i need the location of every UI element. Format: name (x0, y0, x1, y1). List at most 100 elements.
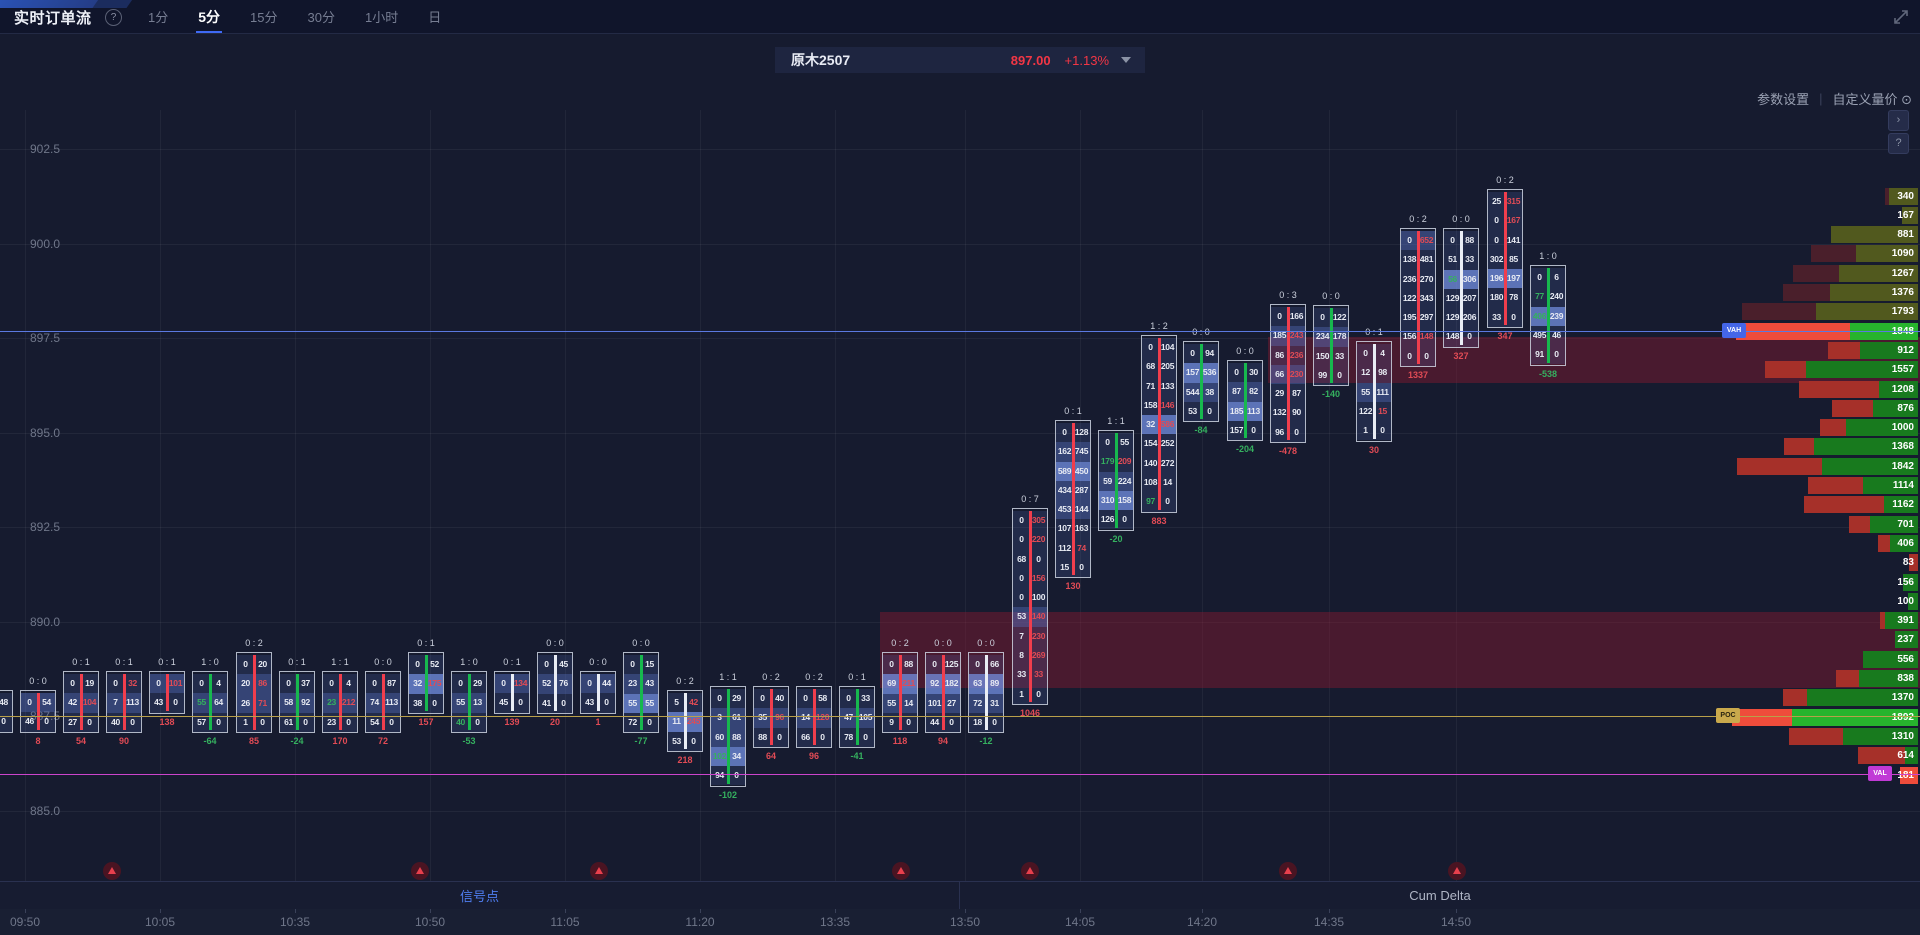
footprint-bar[interactable]: 0 101 43 0 (149, 671, 185, 714)
footprint-cell: 536 (1201, 363, 1218, 383)
settings-button[interactable]: 参数设置 (1757, 91, 1810, 107)
footprint-bar[interactable]: 0 4 55 64 57 0 (192, 671, 228, 733)
footprint-bar[interactable]: 0 4 12 98 55 111 122 15 1 0 (1356, 341, 1392, 442)
signal-marker[interactable] (1279, 862, 1297, 880)
footprint-bar[interactable]: 0 166 185 243 86 236 66 230 29 87 132 90 96 0 (1270, 304, 1306, 444)
footprint-cell: 236 (1288, 345, 1305, 365)
help-button[interactable]: ? (1888, 133, 1909, 154)
footprint-bar[interactable]: 0 29 55 13 40 0 (451, 671, 487, 733)
profile-buy-segment (1908, 592, 1918, 610)
footprint-cell: 138 (1401, 250, 1418, 270)
footprint-bar[interactable]: 0 305 0 220 68 0 0 156 0 100 53 140 7 230 8 269 33 33 1 0 (1012, 508, 1048, 705)
footprint-row: 74 113 (366, 693, 400, 713)
footprint-bar[interactable]: 0 37 58 92 61 0 (279, 671, 315, 733)
y-axis-label: 885.0 (30, 804, 61, 818)
footprint-cell: 94 (711, 766, 728, 786)
tab-5min[interactable]: 5分 (196, 0, 222, 35)
volume-profile-value: 1000 (1891, 422, 1914, 434)
footprint-bar[interactable]: 0 55 179 209 59 224 310 158 126 0 (1098, 430, 1134, 531)
bar-delta-value: 327 (1453, 350, 1469, 361)
tab-1hour[interactable]: 1小时 (364, 10, 399, 25)
footprint-bar[interactable]: 25 315 0 167 0 141 302 85 196 197 180 78 33 0 (1487, 189, 1523, 329)
footprint-cell: 589 (1056, 461, 1073, 481)
footprint-cell: 46 (21, 712, 38, 732)
signal-marker[interactable] (411, 862, 429, 880)
footprint-bar[interactable]: 0 29 3 61 60 88 102 34 94 0 (710, 686, 746, 787)
collapse-panel-button[interactable]: › (1888, 110, 1909, 131)
profile-buy-segment (1884, 612, 1918, 630)
title-help-icon[interactable]: ? (105, 9, 122, 26)
profile-sell-segment (1783, 689, 1808, 707)
tab-15min[interactable]: 15分 (250, 10, 278, 25)
volume-profile-row (1764, 361, 1918, 379)
footprint-cell: 48 (0, 693, 12, 713)
footprint-row: 14 120 (797, 708, 831, 728)
footprint-row: 101 27 (926, 693, 960, 713)
footprint-bar[interactable]: 0 32 7 113 40 0 (106, 671, 142, 733)
tab-30min[interactable]: 30分 (307, 10, 335, 25)
footprint-bar[interactable]: 0 122 234 178 150 33 99 0 (1313, 305, 1349, 387)
footprint-bar[interactable]: 0 45 52 76 41 0 (537, 652, 573, 714)
tab-day[interactable]: 日 (428, 10, 442, 25)
bar-delta-value: 20 (549, 716, 560, 727)
footprint-cell: 0 (1505, 307, 1522, 328)
footprint-bar[interactable]: 0 54 46 0 (20, 690, 56, 733)
footprint-row: 0 167 (1488, 211, 1522, 231)
footprint-cell: 0 (193, 674, 210, 694)
footprint-bar[interactable]: 0 30 87 82 185 113 157 0 (1227, 360, 1263, 442)
footprint-cell: 0 (969, 655, 986, 675)
signal-marker[interactable] (103, 862, 121, 880)
footprint-bar[interactable]: 0 87 74 113 54 0 (365, 671, 401, 733)
footprint-bar[interactable]: 0 4 23 212 23 0 (322, 671, 358, 733)
footprint-cell: 74 (1073, 538, 1090, 559)
candle-direction-line (683, 693, 687, 749)
price-zone (880, 612, 1920, 688)
signal-marker[interactable] (1448, 862, 1466, 880)
footprint-bar[interactable]: 5 42 11 245 53 0 (667, 690, 703, 752)
footprint-bar[interactable]: 0 88 69 211 55 14 9 0 (882, 652, 918, 734)
footprint-bar[interactable]: 0 66 63 89 72 31 18 0 (968, 652, 1004, 734)
profile-buy-segment (1888, 187, 1918, 205)
fullscreen-expand-icon[interactable] (1892, 8, 1910, 26)
footprint-cell: 125 (943, 655, 960, 675)
footprint-bar[interactable]: 0 20 20 86 26 71 1 0 (236, 652, 272, 734)
footprint-bar[interactable]: 0 6 77 240 406 239 495 46 91 0 (1530, 265, 1566, 366)
footprint-bar[interactable]: 0 52 32 175 38 0 (408, 652, 444, 714)
vertical-gridline (965, 110, 966, 881)
footprint-row: 0 29 (711, 689, 745, 709)
candle-direction-line (1243, 363, 1247, 439)
footprint-bar[interactable]: 0 104 68 205 71 133 158 146 32 586 154 252 140 272 108… (1141, 335, 1177, 513)
signal-marker[interactable] (892, 862, 910, 880)
footprint-bar[interactable]: 0 44 43 0 (580, 671, 616, 714)
footprint-bar[interactable]: 048270 (0, 690, 13, 733)
custom-volume-price-button[interactable]: 自定义量价 ⊙ (1832, 91, 1912, 107)
chart-toolbar: 参数设置 | 自定义量价 ⊙ (1757, 88, 1912, 108)
footprint-bar[interactable]: 0 19 42 104 27 0 (63, 671, 99, 733)
profile-buy-segment (1872, 399, 1918, 417)
cum-delta-panel-header[interactable]: Cum Delta (960, 882, 1920, 909)
footprint-bar[interactable]: 0 125 92 182 101 27 44 0 (925, 652, 961, 734)
footprint-bar[interactable]: 0 88 51 33 56 306 129 207 129 206 148 0 (1443, 228, 1479, 348)
footprint-cell: 133 (1159, 376, 1176, 396)
footprint-imbalance-header: 0 : 2 (245, 638, 263, 648)
footprint-bar[interactable]: 0 94 157 536 544 38 53 0 (1183, 341, 1219, 423)
footprint-bar[interactable]: 0 15 23 43 55 55 72 0 (623, 652, 659, 734)
instrument-selector[interactable]: 原木2507 897.00 +1.13% (775, 47, 1145, 73)
footprint-bar[interactable]: 0 33 47 105 78 0 (839, 686, 875, 748)
footprint-bar[interactable]: 0 128 162 745 589 450 434 287 453 144 107 163 112 74 1… (1055, 420, 1091, 579)
volume-profile-row (1835, 670, 1918, 687)
signal-marker[interactable] (1021, 862, 1039, 880)
time-axis[interactable]: 09:50 10:05 10:35 10:50 11:05 11:20 13:35 13:50… (0, 909, 1920, 935)
footprint-bar[interactable]: 0 652 138 481 236 270 122 343 195 297 156 148 0 0 (1400, 228, 1436, 368)
bar-delta-value: 138 (159, 716, 175, 727)
footprint-cell: 87 (1288, 384, 1305, 404)
tab-1min[interactable]: 1分 (148, 10, 169, 25)
footprint-row: 33 33 (1013, 665, 1047, 685)
footprint-row: 23 212 (323, 693, 357, 713)
signal-marker[interactable] (590, 862, 608, 880)
footprint-cell: 129 (1444, 308, 1461, 328)
signal-panel-header[interactable]: 信号点 (0, 882, 960, 909)
footprint-row: 44 0 (926, 712, 960, 733)
footprint-cell: 78 (840, 727, 857, 747)
footprint-bar[interactable]: 0 134 45 0 (494, 671, 530, 714)
